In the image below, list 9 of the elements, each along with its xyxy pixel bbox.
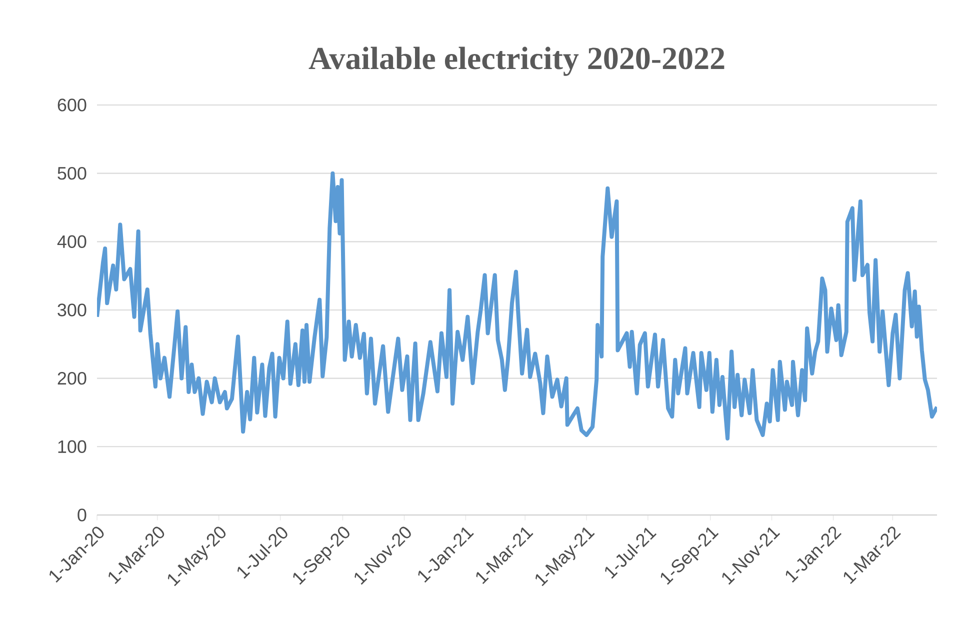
y-tick-label: 100 <box>58 440 86 454</box>
y-tick-label: 400 <box>57 235 86 248</box>
line-series <box>97 171 938 440</box>
chart-title: Available electricity 2020-2022 <box>308 46 724 76</box>
y-tick-label: 200 <box>58 372 86 385</box>
y-tick-label: 600 <box>58 98 86 112</box>
y-tick-label: 300 <box>58 304 86 316</box>
y-tick-label: 500 <box>58 166 86 180</box>
y-tick-label: 0 <box>78 508 86 522</box>
